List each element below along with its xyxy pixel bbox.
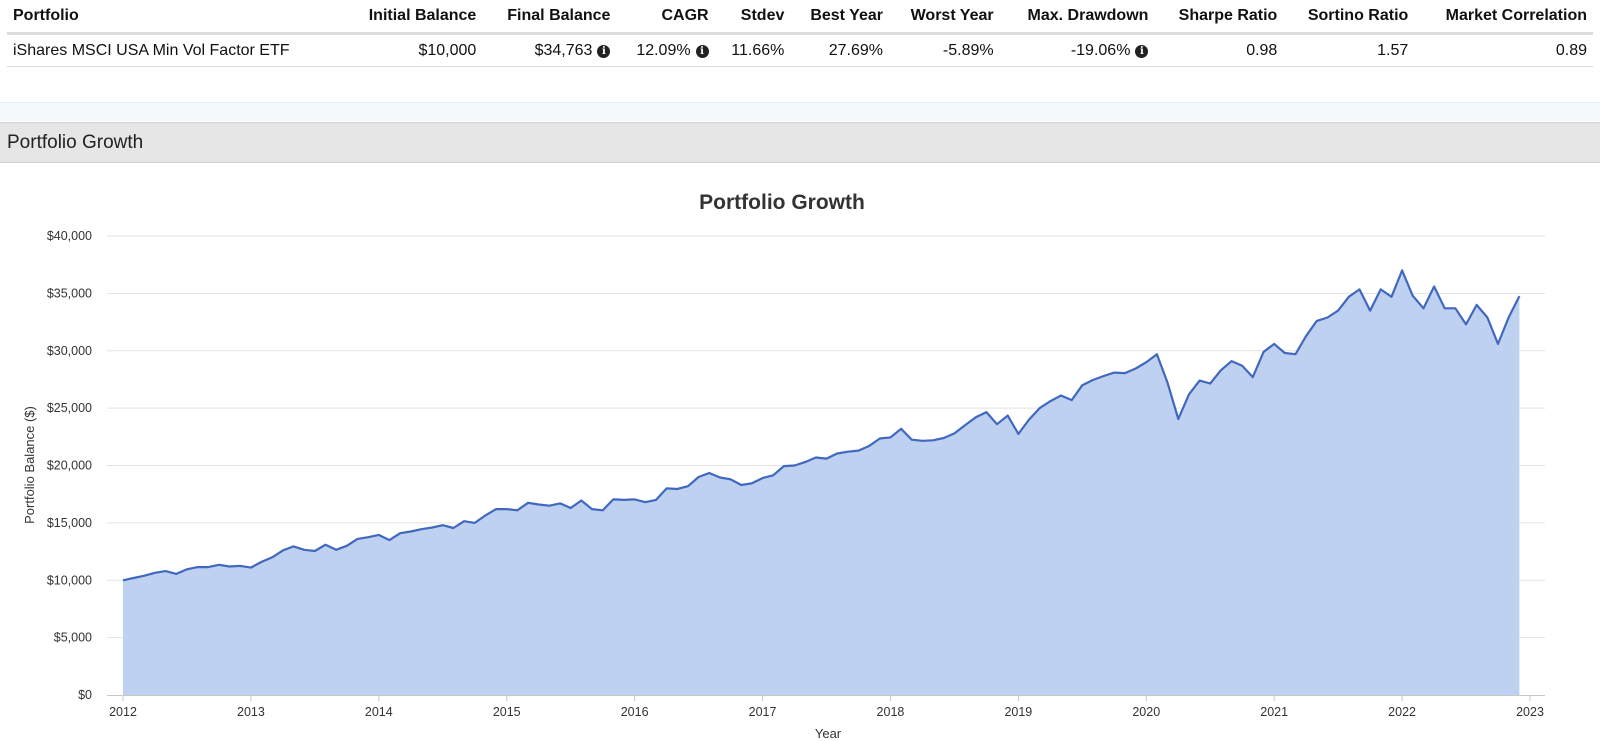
info-icon[interactable]: i [597, 44, 611, 58]
y-tick-label: $20,000 [47, 459, 92, 473]
series-line [122, 269, 1521, 582]
x-tick-label: 2020 [1132, 705, 1160, 719]
y-tick-label: $5,000 [54, 631, 92, 645]
info-icon[interactable]: i [695, 44, 709, 58]
x-tick-label: 2012 [109, 705, 137, 719]
summary-header-row: Portfolio Initial Balance Final Balance … [7, 0, 1593, 35]
x-axis-title: Year [815, 726, 842, 741]
max-drawdown-value: -19.06% [1070, 41, 1131, 59]
cell-stdev: 11.66% [714, 33, 791, 67]
col-header-final-balance: Final Balance [482, 0, 617, 35]
x-tick-label: 2023 [1516, 705, 1544, 719]
section-divider [0, 102, 1600, 121]
y-axis-title: Portfolio Balance ($) [22, 406, 37, 524]
y-tick-label: $0 [78, 688, 92, 702]
y-tick-label: $25,000 [47, 401, 92, 415]
series-area [123, 270, 1520, 695]
cell-sortino-ratio: 1.57 [1283, 33, 1415, 67]
x-tick-label: 2019 [1004, 705, 1032, 719]
y-axis: $0 $5,000 $10,000 $15,000 $20,000 $25,000 $30,… [47, 229, 92, 702]
cell-cagr: 12.09% i [616, 33, 715, 67]
cell-worst-year: -5.89% [888, 33, 1000, 67]
x-tick-label: 2017 [749, 705, 777, 719]
x-axis: 2012 2013 2014 2015 2016 2017 2018 2019 2020 2021… [109, 695, 1544, 719]
info-icon[interactable]: i [1135, 44, 1149, 58]
col-header-sortino-ratio: Sortino Ratio [1283, 0, 1415, 35]
y-tick-label: $30,000 [47, 344, 92, 358]
x-tick-label: 2014 [365, 705, 393, 719]
cell-portfolio-name: iShares MSCI USA Min Vol Factor ETF [7, 33, 344, 67]
col-header-market-correlation: Market Correlation [1414, 0, 1593, 35]
col-header-sharpe-ratio: Sharpe Ratio [1154, 0, 1284, 35]
x-tick-label: 2013 [237, 705, 265, 719]
section-title: Portfolio Growth [7, 132, 144, 153]
x-tick-label: 2015 [493, 705, 521, 719]
portfolio-summary-table: Portfolio Initial Balance Final Balance … [7, 0, 1593, 67]
x-tick-label: 2018 [877, 705, 905, 719]
col-header-worst-year: Worst Year [888, 0, 1000, 35]
col-header-best-year: Best Year [790, 0, 889, 35]
table-row: iShares MSCI USA Min Vol Factor ETF $10,… [7, 33, 1593, 67]
col-header-stdev: Stdev [714, 0, 791, 35]
cell-sharpe-ratio: 0.98 [1154, 33, 1284, 67]
portfolio-growth-section-header: Portfolio Growth [0, 122, 1600, 163]
final-balance-value: $34,763 [534, 41, 593, 59]
col-header-cagr: CAGR [616, 0, 715, 35]
cell-max-drawdown: -19.06% i [999, 33, 1155, 67]
cell-initial-balance: $10,000 [343, 33, 483, 67]
chart-title: Portfolio Growth [699, 191, 865, 214]
x-tick-label: 2021 [1260, 705, 1288, 719]
y-tick-label: $40,000 [47, 229, 92, 243]
cell-market-correlation: 0.89 [1414, 33, 1593, 67]
y-tick-label: $15,000 [47, 516, 92, 530]
y-tick-label: $35,000 [47, 286, 92, 300]
x-tick-label: 2016 [621, 705, 649, 719]
cell-best-year: 27.69% [790, 33, 889, 67]
x-tick-label: 2022 [1388, 705, 1416, 719]
col-header-max-drawdown: Max. Drawdown [999, 0, 1155, 35]
col-header-portfolio: Portfolio [7, 0, 344, 35]
y-tick-label: $10,000 [47, 573, 92, 587]
col-header-initial-balance: Initial Balance [343, 0, 483, 35]
cell-final-balance: $34,763 i [482, 33, 617, 67]
cagr-value: 12.09% [636, 41, 691, 59]
